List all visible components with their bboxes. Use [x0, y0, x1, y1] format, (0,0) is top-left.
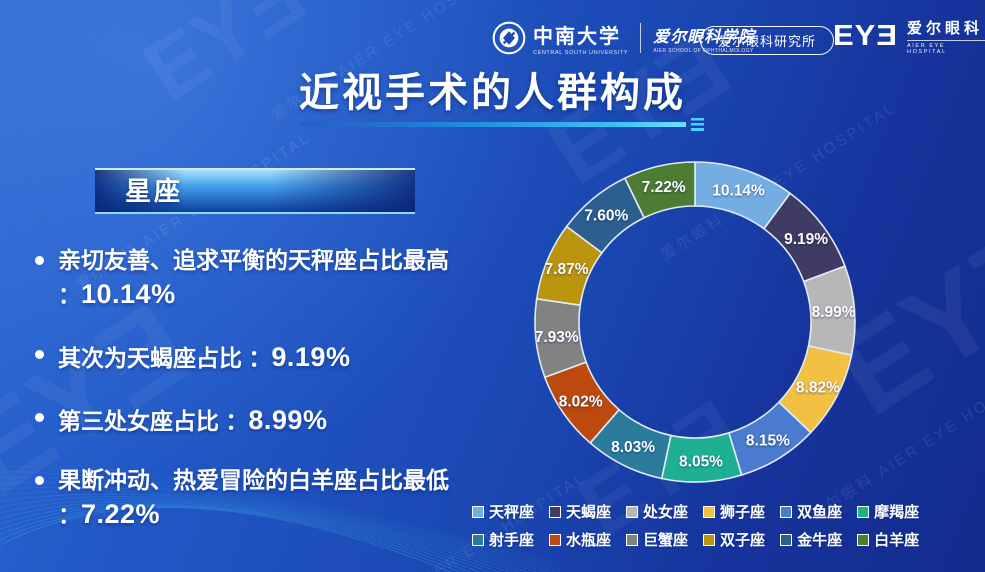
section-label: 星座	[125, 176, 184, 206]
page-title: 近视手术的人群构成	[299, 71, 686, 115]
bullet-text: 果断冲动、热爱冒险的白羊座占比最低 ：	[58, 467, 449, 529]
bullet-list: 亲切友善、追求平衡的天秤座占比最高 ：10.14% 其次为天蝎座占比 ：9.19%…	[30, 245, 462, 559]
legend-swatch	[703, 533, 716, 546]
csu-text: 中南大学 CENTRAL SOUTH UNIVERSITY	[533, 20, 628, 56]
legend-label: 水瓶座	[566, 532, 612, 549]
eye-logo-mark: EYƎ	[833, 19, 899, 52]
segment-label-摩羯座: 8.05%	[679, 453, 723, 470]
legend-item-双子座: 双子座	[703, 529, 765, 550]
segment-label-巨蟹座: 7.93%	[535, 329, 579, 346]
segment-label-白羊座: 7.22%	[642, 179, 686, 196]
bullet-dot-icon	[35, 476, 44, 486]
bullet-value: 7.22%	[81, 499, 161, 530]
legend-label: 狮子座	[720, 504, 766, 521]
bullet-dot-icon	[35, 413, 44, 423]
legend-item-摩羯座: 摩羯座	[857, 501, 919, 522]
legend-swatch	[626, 533, 639, 546]
legend-swatch	[780, 533, 793, 546]
bullet-dot-icon	[35, 349, 44, 359]
segment-label-天蝎座: 9.19%	[784, 231, 828, 248]
legend-item-双鱼座: 双鱼座	[780, 501, 842, 522]
bullet-value: 9.19%	[271, 341, 351, 372]
eye-name-en: AIER EYE HOSPITAL	[907, 40, 985, 55]
csu-emblem-icon	[492, 21, 526, 55]
legend-swatch	[857, 533, 870, 546]
legend-item-天秤座: 天秤座	[472, 501, 534, 522]
donut-chart: 10.14% 9.19% 8.99% 8.82% 8.15% 8.05% 8.03% 8.02…	[534, 161, 856, 483]
segment-label-双鱼座: 8.15%	[746, 433, 790, 450]
legend-swatch	[780, 505, 793, 518]
bullet-item: 果断冲动、热爱冒险的白羊座占比最低 ：7.22%	[30, 465, 462, 532]
bullet-item: 亲切友善、追求平衡的天秤座占比最高 ：10.14%	[30, 245, 462, 312]
legend-item-天蝎座: 天蝎座	[549, 501, 611, 522]
legend-item-巨蟹座: 巨蟹座	[626, 529, 688, 550]
chart-legend: 天秤座 天蝎座 处女座 狮子座 双鱼座 摩羯座射手座 水瓶座 巨蟹座 双子座 金牛座 白羊座	[472, 501, 919, 550]
bullet-dot-icon	[35, 256, 44, 265]
legend-swatch	[549, 533, 562, 546]
legend-label: 天秤座	[489, 504, 535, 521]
legend-label: 天蝎座	[566, 504, 612, 521]
legend-label: 双鱼座	[797, 504, 843, 521]
eye-name-cn: 爱尔眼科	[907, 19, 984, 37]
legend-item-金牛座: 金牛座	[780, 529, 842, 550]
csu-name-cn: 中南大学	[533, 24, 621, 48]
menu-lines-icon	[691, 118, 704, 131]
legend-label: 白羊座	[874, 532, 920, 549]
legend-swatch	[857, 505, 870, 518]
legend-label: 摩羯座	[874, 504, 920, 521]
segment-label-处女座: 8.99%	[812, 304, 856, 321]
legend-swatch	[472, 505, 484, 518]
section-label-banner: 星座	[95, 168, 415, 214]
bullet-text: 其次为天蝎座占比 ：	[58, 344, 272, 371]
legend-label: 双子座	[720, 532, 766, 549]
bullet-item: 第三处女座占比 ：8.99%	[30, 402, 462, 438]
legend-item-射手座: 射手座	[472, 529, 534, 550]
research-institute-badge: 爱尔眼科研究所	[700, 26, 835, 55]
legend-item-水瓶座: 水瓶座	[549, 529, 611, 550]
bullet-text: 第三处女座占比 ：	[58, 408, 249, 435]
segment-label-天秤座: 10.14%	[712, 182, 765, 199]
segment-label-射手座: 8.03%	[611, 439, 655, 456]
legend-swatch	[549, 505, 562, 518]
segment-label-狮子座: 8.82%	[796, 379, 840, 396]
bullet-text: 亲切友善、追求平衡的天秤座占比最高 ：	[58, 247, 449, 308]
legend-item-白羊座: 白羊座	[857, 529, 919, 550]
aier-eye-logo: EYƎ 爱尔眼科 AIER EYE HOSPITAL	[833, 17, 985, 55]
donut-segment-白羊座	[624, 161, 696, 219]
legend-label: 射手座	[489, 532, 535, 549]
title-underline	[299, 118, 704, 131]
legend-swatch	[626, 505, 639, 518]
legend-label: 金牛座	[797, 532, 843, 549]
legend-swatch	[472, 533, 484, 546]
legend-item-处女座: 处女座	[626, 501, 688, 522]
bullet-value: 10.14%	[81, 278, 176, 309]
eye-logo-text: 爱尔眼科 AIER EYE HOSPITAL	[907, 17, 985, 55]
bullet-item: 其次为天蝎座占比 ：9.19%	[30, 339, 462, 375]
segment-label-双子座: 7.87%	[545, 261, 589, 278]
bullet-value: 8.99%	[248, 405, 328, 436]
legend-item-狮子座: 狮子座	[703, 501, 765, 522]
legend-label: 巨蟹座	[643, 532, 689, 549]
segment-label-水瓶座: 8.02%	[559, 393, 603, 410]
legend-swatch	[703, 505, 716, 518]
segment-label-金牛座: 7.60%	[584, 207, 628, 224]
csu-name-en: CENTRAL SOUTH UNIVERSITY	[533, 50, 629, 56]
logo-divider	[640, 23, 642, 53]
title-block: 近视手术的人群构成	[0, 60, 985, 131]
legend-label: 处女座	[643, 504, 689, 521]
